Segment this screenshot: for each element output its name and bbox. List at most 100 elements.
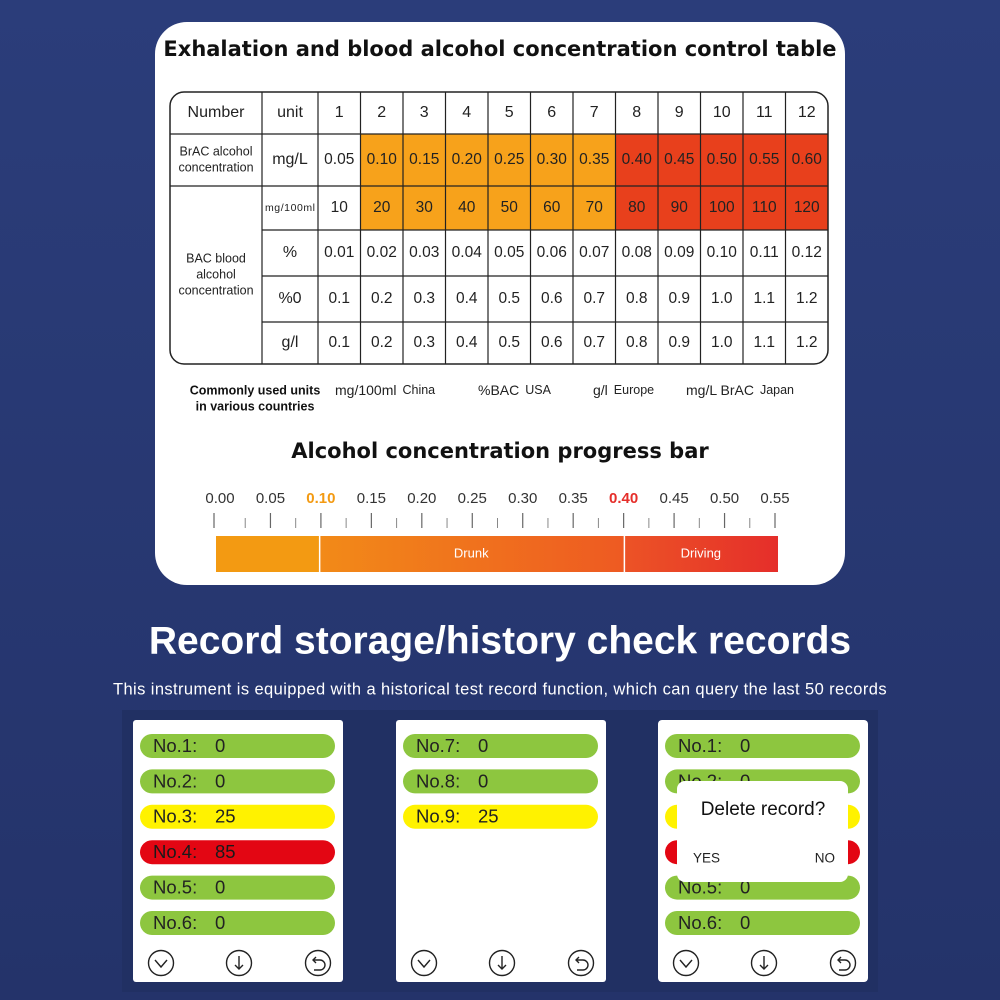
record-bar [140, 734, 335, 758]
progress-tick-label: 0.45 [659, 490, 688, 507]
icon-circle [225, 949, 253, 977]
progress-tick-label: 0.50 [710, 490, 739, 507]
cell-fill [743, 134, 786, 186]
table-border [169, 91, 829, 365]
header-cell: Number [188, 104, 246, 121]
record-label: No.2: [153, 770, 197, 791]
value-cell: 0.08 [622, 244, 652, 261]
confirm-button[interactable] [410, 949, 438, 977]
progress-segment-label: Driving [681, 545, 721, 560]
icon-return [313, 959, 326, 971]
value-cell: 0.7 [583, 290, 605, 307]
value-cell: 0.60 [792, 151, 823, 168]
record-value: 0 [478, 770, 488, 791]
country: Europe [614, 383, 654, 397]
country: China [402, 383, 435, 397]
value-cell: 1.2 [796, 334, 818, 351]
icon-circle [567, 949, 595, 977]
record-bar [140, 840, 335, 865]
progress-tick-label: 0.25 [458, 490, 487, 507]
confirm-button[interactable] [147, 949, 175, 977]
group-label: concentration [178, 160, 253, 174]
value-cell: 10 [331, 199, 349, 216]
value-cell: 0.7 [583, 334, 605, 351]
cell-fill [360, 186, 403, 230]
icon-check [417, 959, 431, 969]
value-cell: 30 [416, 199, 434, 216]
header-cell: 8 [632, 104, 641, 121]
record-bar [403, 734, 598, 758]
header-cell: 12 [798, 104, 816, 121]
progress-tick-label: 0.30 [508, 490, 537, 507]
record-bar [403, 769, 598, 794]
group-label: BAC blood [186, 251, 246, 265]
dialog-cancel[interactable]: NO [815, 851, 835, 866]
progress-segment [625, 536, 778, 572]
value-cell: 0.05 [494, 244, 524, 261]
record-label: No.5: [153, 876, 197, 897]
cell-fill [488, 186, 531, 230]
cell-fill [530, 134, 573, 186]
value-cell: 50 [501, 199, 519, 216]
group-label: concentration [178, 283, 253, 297]
value-cell: 0.8 [626, 334, 648, 351]
next-button[interactable] [750, 949, 778, 977]
value-cell: 0.40 [622, 151, 653, 168]
value-cell: 0.3 [413, 290, 435, 307]
value-cell: 0.10 [367, 151, 398, 168]
cell-fill [743, 186, 786, 230]
value-cell: 0.2 [371, 290, 393, 307]
next-button[interactable] [488, 949, 516, 977]
section-subtitle: This instrument is equipped with a histo… [113, 680, 887, 698]
cell-fill [360, 134, 403, 186]
value-cell: 0.8 [626, 290, 648, 307]
cell-fill [530, 186, 573, 230]
progress-tick-label: 0.20 [407, 490, 436, 507]
confirm-button[interactable] [672, 949, 700, 977]
dialog-confirm[interactable]: YES [693, 851, 720, 866]
record-label: No.8: [416, 770, 460, 791]
value-cell: 0.50 [707, 151, 738, 168]
value-cell: 0.05 [324, 151, 354, 168]
icon-circle [147, 949, 175, 977]
value-cell: 0.25 [494, 151, 524, 168]
value-cell: 80 [628, 199, 646, 216]
value-cell: 0.9 [668, 290, 690, 307]
icon-check [154, 959, 168, 969]
header-cell: 1 [335, 104, 344, 121]
units-item: mg/100ml China [335, 382, 435, 398]
progress-tick-label: 0.05 [256, 490, 285, 507]
record-bar [140, 769, 335, 794]
icon-check [679, 959, 693, 969]
unit-cell: g/l [282, 334, 299, 351]
record-value: 0 [478, 735, 488, 756]
back-button[interactable] [829, 949, 857, 977]
value-cell: 120 [794, 199, 820, 216]
value-cell: 0.06 [537, 244, 567, 261]
icon-circle [304, 949, 332, 977]
screen: No.1: 0 No.2: 0 No.3: 25 No.4: 85 No.5: 0 No.6: 0 [133, 720, 343, 982]
header-cell: 7 [590, 104, 599, 121]
value-cell: 0.30 [537, 151, 568, 168]
icon-return-head [575, 956, 580, 964]
unit: g/l [593, 382, 608, 398]
progress-title: Alcohol concentration progress bar [291, 439, 709, 463]
record-value: 0 [740, 735, 750, 756]
back-button[interactable] [567, 949, 595, 977]
icon-return [576, 959, 589, 971]
next-button[interactable] [225, 949, 253, 977]
value-cell: 20 [373, 199, 391, 216]
value-cell: 100 [709, 199, 735, 216]
value-cell: 0.01 [324, 244, 354, 261]
record-bar [140, 911, 335, 935]
record-value: 0 [215, 876, 225, 897]
record-bar [403, 804, 598, 829]
value-cell: 0.09 [664, 244, 694, 261]
progress-tick-label: 0.10 [306, 490, 335, 507]
unit: mg/100ml [335, 382, 396, 398]
back-button[interactable] [304, 949, 332, 977]
record-bar [140, 875, 335, 900]
header-cell: 5 [505, 104, 514, 121]
value-cell: 1.0 [711, 290, 733, 307]
